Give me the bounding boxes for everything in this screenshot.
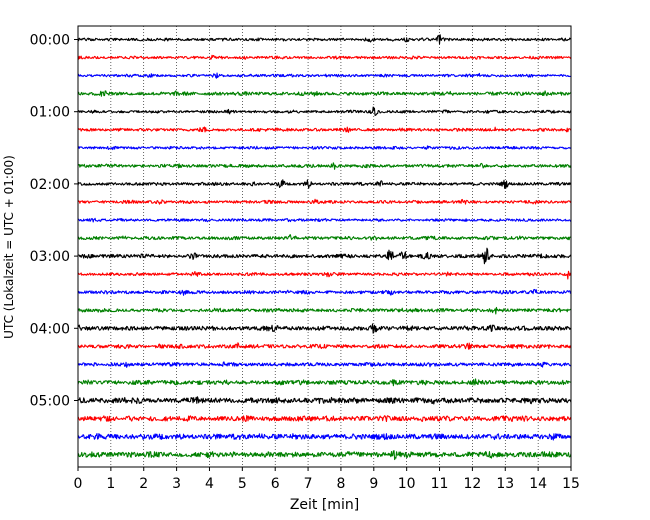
trace-0300 xyxy=(77,247,572,265)
trace-0215 xyxy=(77,198,572,205)
y-tick-label: 01:00 xyxy=(30,105,70,121)
x-tick-label: 12 xyxy=(463,476,481,492)
x-axis-title: Zeit [min] xyxy=(290,497,359,513)
trace-0445 xyxy=(77,378,572,387)
y-tick-label: 02:00 xyxy=(30,177,70,193)
plot-frame xyxy=(77,25,572,468)
x-tick-label: 1 xyxy=(106,476,115,492)
trace-0100 xyxy=(77,106,572,116)
trace-0530 xyxy=(77,433,572,441)
trace-0430 xyxy=(77,361,572,368)
trace-0230 xyxy=(77,217,572,223)
x-tick-label: 8 xyxy=(336,476,345,492)
x-tick-label: 0 xyxy=(74,476,83,492)
x-tick-label: 3 xyxy=(172,476,181,492)
x-tick-label: 5 xyxy=(238,476,247,492)
x-tick-label: 9 xyxy=(369,476,378,492)
x-tick-label: 7 xyxy=(304,476,313,492)
trace-0345 xyxy=(77,306,572,315)
x-tick-label: 10 xyxy=(398,476,416,492)
trace-0130 xyxy=(77,145,572,151)
y-axis-title: UTC (Lokalzeit = UTC + 01:00) xyxy=(2,155,16,339)
trace-0330 xyxy=(77,288,572,296)
trace-0515 xyxy=(77,415,572,423)
y-tick-label: 05:00 xyxy=(30,394,70,410)
x-axis-ticks: 0 1 2 3 4 5 6 7 8 9 10 11 12 13 14 15 xyxy=(74,467,580,492)
x-tick-label: 13 xyxy=(496,476,514,492)
y-tick-label: 03:00 xyxy=(30,249,70,265)
trace-0400 xyxy=(77,323,572,334)
trace-0030 xyxy=(77,72,572,79)
x-tick-label: 11 xyxy=(431,476,449,492)
x-tick-label: 15 xyxy=(562,476,580,492)
x-tick-label: 4 xyxy=(205,476,214,492)
y-tick-label: 04:00 xyxy=(30,321,70,337)
trace-0145 xyxy=(77,162,572,170)
x-tick-label: 6 xyxy=(271,476,280,492)
trace-0015 xyxy=(77,54,572,60)
trace-0545 xyxy=(77,450,572,461)
trace-0415 xyxy=(77,342,572,350)
y-axis-ticks: 00:00 01:00 02:00 03:00 04:00 05:00 xyxy=(30,33,78,410)
trace-0115 xyxy=(77,126,572,133)
trace-0200 xyxy=(77,179,572,189)
trace-0315 xyxy=(77,270,572,280)
trace-0245 xyxy=(77,234,572,241)
seismic-traces xyxy=(77,34,572,461)
trace-0045 xyxy=(77,90,572,97)
x-tick-label: 2 xyxy=(139,476,148,492)
trace-0000 xyxy=(77,34,572,45)
y-tick-label: 00:00 xyxy=(30,33,70,49)
trace-0500 xyxy=(77,396,572,405)
x-tick-label: 14 xyxy=(529,476,547,492)
